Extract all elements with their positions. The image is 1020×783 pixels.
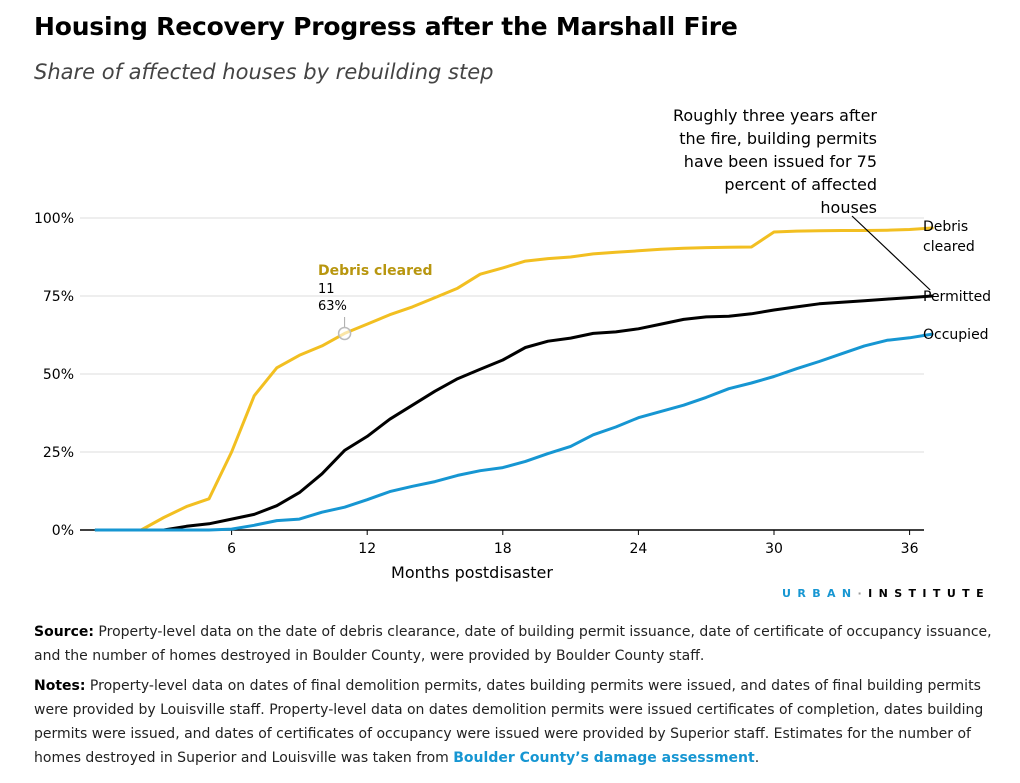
notes: Notes: Property-level data on dates of f… xyxy=(34,674,999,770)
annotation-line: percent of affected xyxy=(724,175,877,194)
annotation-line: houses xyxy=(820,198,877,217)
y-tick-label: 75% xyxy=(43,289,74,305)
y-tick-label: 100% xyxy=(34,211,74,227)
series-label-line: Permitted xyxy=(923,289,991,305)
notes-end: . xyxy=(754,750,760,766)
gridlines xyxy=(80,217,924,453)
series-labels: Debris cleared Permitted Occupied xyxy=(923,219,991,343)
chart-subtitle: Share of affected houses by rebuilding s… xyxy=(34,60,494,84)
damage-assessment-link[interactable]: Boulder County’s damage assessment xyxy=(453,750,755,766)
annotation-text: Roughly three years after the fire, build… xyxy=(673,106,877,217)
axes: 0% 25% 50% 75% 100% 6 12 18 24 30 36 Months postdis… xyxy=(34,211,924,582)
tooltip-x-value: 11 xyxy=(318,282,335,297)
series-line-occupied xyxy=(94,332,934,532)
x-tick-label: 36 xyxy=(901,541,919,557)
chart-title: Housing Recovery Progress after the Mars… xyxy=(34,12,738,41)
tooltip-y-value: 63% xyxy=(318,299,347,314)
annotation-line: the fire, building permits xyxy=(679,129,877,148)
y-tick-label: 25% xyxy=(43,445,74,461)
series-label-line: Debris xyxy=(923,219,968,235)
y-tick-label: 0% xyxy=(52,523,74,539)
brand-part-urban: URBAN xyxy=(782,587,858,600)
source-note: Source: Property-level data on the date … xyxy=(34,620,999,668)
line-chart: 0% 25% 50% 75% 100% 6 12 18 24 30 36 Months postdis… xyxy=(34,106,991,582)
series-line-debris-cleared xyxy=(94,226,934,532)
series-label-permitted: Permitted xyxy=(923,289,991,305)
x-tick-label: 30 xyxy=(765,541,783,557)
series-label-line: cleared xyxy=(923,239,975,255)
source-text: Property-level data on the date of debri… xyxy=(34,624,992,664)
series-lines xyxy=(94,226,934,532)
x-tick-label: 12 xyxy=(358,541,376,557)
tooltip[interactable]: Debris cleared 11 63% xyxy=(318,263,433,341)
urban-institute-logo: URBAN·INSTITUTE xyxy=(782,587,990,600)
x-tick-label: 24 xyxy=(629,541,647,557)
series-label-debris-cleared: Debris cleared xyxy=(923,219,975,255)
annotation: Roughly three years after the fire, build… xyxy=(673,106,931,291)
brand-part-institute: INSTITUTE xyxy=(868,587,990,600)
series-line-permitted xyxy=(94,294,934,532)
annotation-line: have been issued for 75 xyxy=(684,152,877,171)
series-label-line: Occupied xyxy=(923,327,989,343)
y-tick-label: 50% xyxy=(43,367,74,383)
brand-separator: · xyxy=(857,587,869,600)
x-axis-title: Months postdisaster xyxy=(391,563,553,582)
series-label-occupied: Occupied xyxy=(923,327,989,343)
x-tick-label: 6 xyxy=(227,541,236,557)
notes-label: Notes: xyxy=(34,678,86,694)
annotation-line: Roughly three years after xyxy=(673,106,877,125)
source-label: Source: xyxy=(34,624,94,640)
notes-text: Property-level data on dates of final de… xyxy=(34,678,984,766)
x-tick-label: 18 xyxy=(494,541,512,557)
annotation-pointer xyxy=(851,215,931,291)
tooltip-marker xyxy=(337,326,352,341)
tooltip-series-name: Debris cleared xyxy=(318,263,433,279)
